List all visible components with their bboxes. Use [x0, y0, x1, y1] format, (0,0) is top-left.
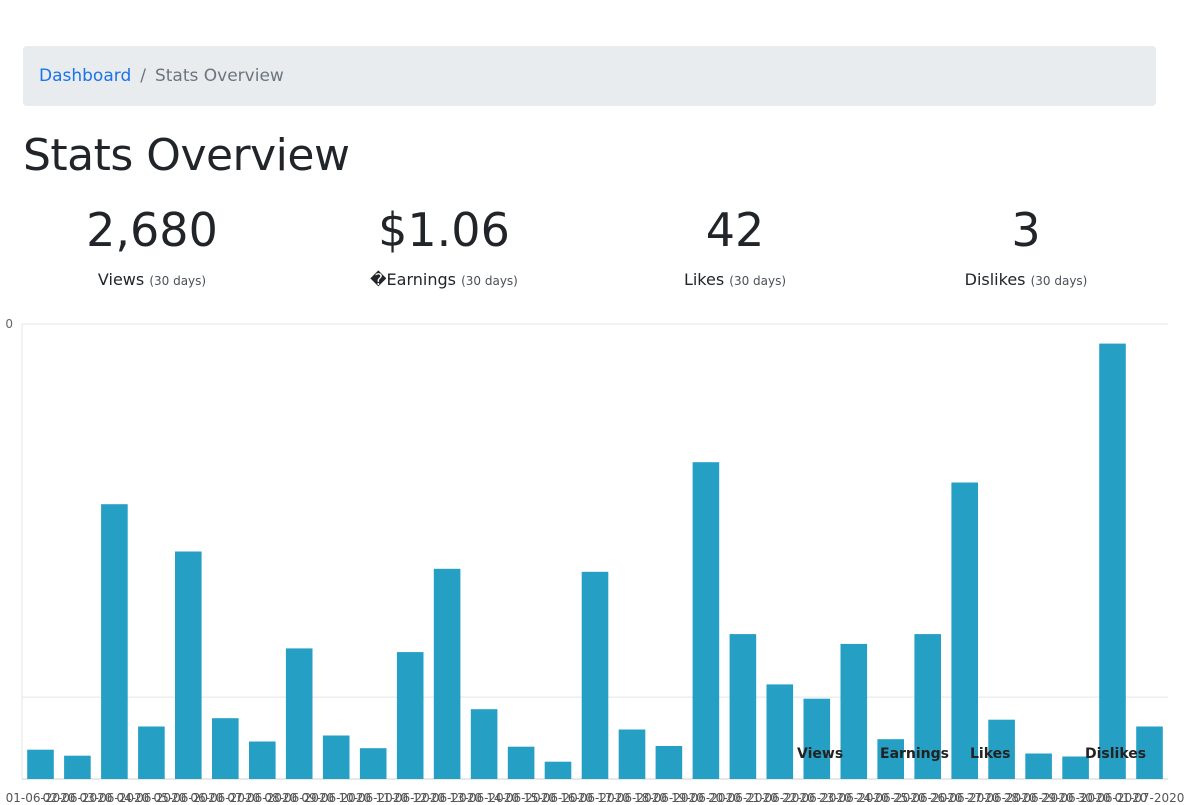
- breadcrumb-separator: /: [140, 66, 146, 86]
- x-tick-label: 14-06-2020: [486, 791, 556, 805]
- x-tick-label: 10-06-2020: [338, 791, 408, 805]
- breadcrumb-link-dashboard[interactable]: Dashboard: [39, 66, 132, 86]
- chart-bar: [581, 571, 609, 779]
- stat-dislikes: 3 Dislikes (30 days): [876, 200, 1176, 289]
- stat-period: (30 days): [149, 274, 207, 288]
- legend-item: Views: [797, 746, 843, 762]
- chart-bar: [766, 684, 794, 779]
- stat-label: Likes (30 days): [585, 270, 885, 289]
- chart-bar: [1062, 756, 1089, 779]
- chart-bar: [692, 462, 720, 779]
- chart-bar: [914, 634, 941, 779]
- chart-bar: [1136, 726, 1163, 779]
- chart-bar: [470, 709, 498, 779]
- chart-bar: [1099, 343, 1126, 779]
- chart-bar: [803, 698, 831, 779]
- chart-bar: [1025, 753, 1052, 779]
- chart-bar: [322, 735, 350, 779]
- x-tick-label: 02-06-2020: [43, 791, 113, 805]
- stat-earnings: $1.06 �Earnings (30 days): [294, 200, 594, 289]
- stat-value: 2,680: [86, 203, 218, 257]
- stat-period: (30 days): [1030, 274, 1088, 288]
- chart-bar: [27, 749, 54, 779]
- x-tick-label: 15-06-2020: [523, 791, 593, 805]
- stat-label: Views (30 days): [2, 270, 302, 289]
- chart-bar: [64, 755, 91, 779]
- x-tick-label: 05-06-2020: [154, 791, 224, 805]
- stat-value: 42: [705, 203, 765, 257]
- chart-bar: [138, 726, 165, 779]
- chart-bar: [951, 482, 978, 779]
- chart-bar: [840, 643, 868, 779]
- chart-bar: [101, 504, 128, 779]
- chart-bar: [249, 741, 276, 779]
- x-tick-label: 01-06-2020: [6, 791, 76, 805]
- chart-bar: [618, 729, 646, 779]
- x-tick-label: 11-06-2020: [375, 791, 445, 805]
- chart-bar: [359, 748, 387, 779]
- x-tick-label: 19-06-2020: [671, 791, 741, 805]
- stat-label: �Earnings (30 days): [294, 270, 594, 289]
- x-tick-label: 22-06-2020: [782, 791, 852, 805]
- x-tick-label: 04-06-2020: [117, 791, 187, 805]
- stat-value: 3: [1011, 203, 1041, 257]
- breadcrumb-current: Stats Overview: [154, 66, 284, 86]
- chart-bar: [877, 739, 904, 779]
- x-tick-label: 08-06-2020: [264, 791, 334, 805]
- x-tick-label: 09-06-2020: [301, 791, 371, 805]
- x-tick-label: 16-06-2020: [560, 791, 630, 805]
- x-tick-label: 01-07-2020: [1115, 791, 1185, 805]
- x-tick-label: 29-06-2020: [1041, 791, 1111, 805]
- chart-bar: [544, 761, 572, 779]
- chart-bar: [988, 719, 1015, 779]
- x-tick-label: 24-06-2020: [856, 791, 926, 805]
- x-tick-label: 07-06-2020: [227, 791, 297, 805]
- legend-item: Dislikes: [1085, 746, 1146, 762]
- chart-bar: [175, 551, 202, 779]
- stat-views: 2,680 Views (30 days): [2, 200, 302, 289]
- x-tick-label: 12-06-2020: [412, 791, 482, 805]
- x-tick-label: 25-06-2020: [893, 791, 963, 805]
- x-tick-label: 06-06-2020: [190, 791, 260, 805]
- x-tick-label: 23-06-2020: [819, 791, 889, 805]
- x-tick-label: 20-06-2020: [708, 791, 778, 805]
- views-bar-chart: 0 01-06-2020 02-06-2020 03-06-2020 04-06-202…: [0, 310, 1200, 805]
- y-tick-label: 0: [5, 317, 13, 331]
- x-tick-label: 30-06-2020: [1078, 791, 1148, 805]
- x-tick-label: 13-06-2020: [449, 791, 519, 805]
- stat-period: (30 days): [461, 274, 518, 288]
- legend-item: Likes: [970, 746, 1010, 762]
- legend-item: Earnings: [880, 746, 949, 762]
- chart-svg: 0 01-06-202002-06-202003-06-202004-06-202…: [5, 317, 1185, 805]
- stat-label-text: �Earnings: [370, 270, 456, 289]
- page-title: Stats Overview: [23, 130, 350, 181]
- chart-bar: [655, 746, 683, 779]
- stat-label-text: Likes: [683, 270, 725, 289]
- chart-bar: [433, 568, 461, 779]
- x-tick-label: 03-06-2020: [80, 791, 150, 805]
- x-tick-label: 27-06-2020: [967, 791, 1037, 805]
- x-tick-label: 17-06-2020: [597, 791, 667, 805]
- chart-bar: [729, 634, 757, 779]
- x-tick-label: 21-06-2020: [745, 791, 815, 805]
- stat-likes: 42 Likes (30 days): [585, 200, 885, 289]
- stat-label: Dislikes (30 days): [876, 270, 1176, 289]
- stat-label-text: Views: [97, 270, 145, 289]
- chart-bar: [507, 746, 535, 779]
- chart-bar: [285, 648, 313, 779]
- x-tick-label: 28-06-2020: [1004, 791, 1074, 805]
- chart-bar: [396, 652, 424, 779]
- stat-value: $1.06: [378, 203, 510, 257]
- stat-period: (30 days): [729, 274, 787, 288]
- breadcrumb: Dashboard / Stats Overview: [23, 46, 1156, 106]
- x-tick-label: 26-06-2020: [930, 791, 1000, 805]
- chart-bar: [212, 718, 239, 779]
- x-tick-label: 18-06-2020: [634, 791, 704, 805]
- stat-label-text: Dislikes: [964, 270, 1026, 289]
